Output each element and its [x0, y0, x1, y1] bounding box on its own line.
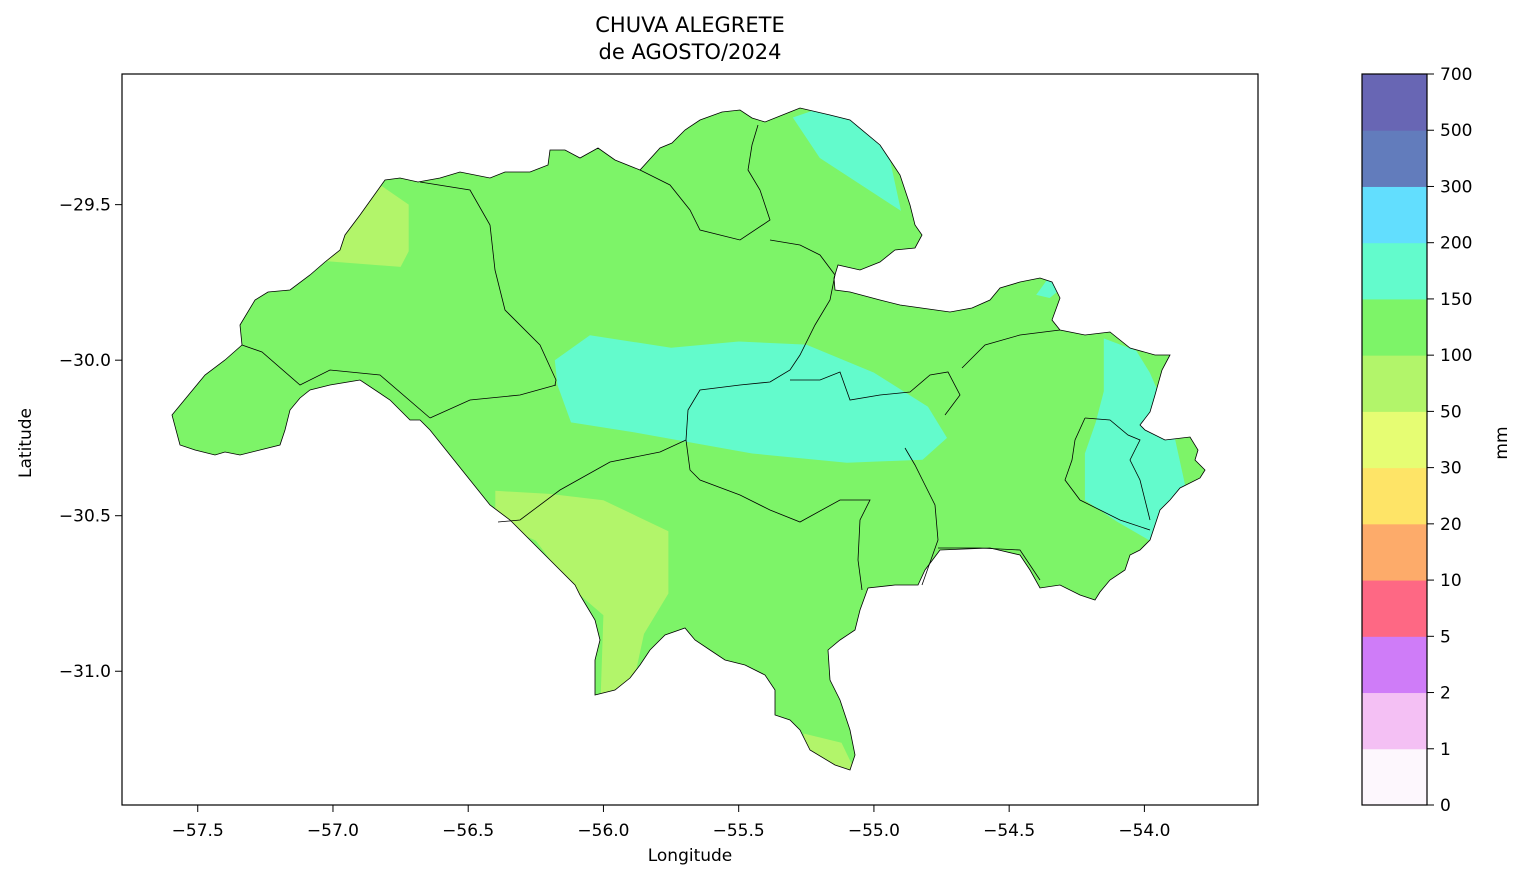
colorbar-bin	[1362, 186, 1427, 244]
colorbar-bin	[1362, 242, 1427, 300]
colorbar-tick-label: 200	[1440, 234, 1472, 254]
colorbar-bin	[1362, 580, 1427, 637]
title-line-1: CHUVA ALEGRETE	[595, 13, 785, 37]
x-tick-label: −57.0	[307, 821, 359, 841]
x-tick-label: −57.5	[172, 821, 224, 841]
y-axis-label: Latitude	[16, 408, 36, 478]
municipal-boundary	[1064, 417, 1151, 531]
colorbar-frame	[1361, 73, 1428, 806]
x-tick-label: −55.0	[848, 821, 900, 841]
rain-zone-50-100	[319, 186, 409, 267]
municipal-boundary	[497, 439, 687, 523]
colorbar-tick-label: 50	[1440, 402, 1462, 422]
colorbar-tick-label: 2	[1440, 684, 1451, 704]
x-tick-label: −56.5	[442, 821, 494, 841]
colorbar-bin	[1362, 411, 1427, 469]
title-line-2: de AGOSTO/2024	[598, 40, 782, 64]
colorbar-tick-label: 5	[1440, 627, 1451, 647]
region-outline	[171, 107, 1206, 771]
municipal-boundary	[685, 239, 836, 441]
colorbar-tick-label: 100	[1440, 346, 1472, 366]
colorbar-bin	[1362, 467, 1427, 525]
y-tick-label: −29.5	[59, 196, 111, 216]
colorbar-bin	[1362, 636, 1427, 694]
colorbar-tick-label: 150	[1440, 290, 1472, 310]
colorbar-tick-label: 700	[1440, 65, 1472, 85]
colorbar-tick-label: 30	[1440, 459, 1462, 479]
x-tick-label: −56.0	[577, 821, 629, 841]
municipal-boundary	[938, 547, 1041, 581]
rain-zone-150-200	[1084, 338, 1185, 541]
colorbar-bin	[1362, 355, 1427, 412]
municipal-boundary	[790, 371, 961, 416]
colorbar-bin	[1362, 523, 1427, 581]
x-axis-label: Longitude	[647, 846, 733, 866]
y-tick-label: −31.0	[59, 662, 111, 682]
colorbar-tick-label: 0	[1440, 796, 1451, 816]
colorbar-tick-label: 300	[1440, 177, 1472, 197]
colorbar-bin	[1362, 130, 1427, 187]
rain-zone-50-100	[495, 490, 669, 697]
x-tick-label: −54.0	[1118, 821, 1170, 841]
x-tick-label: −54.5	[983, 821, 1035, 841]
municipal-boundary	[241, 344, 431, 419]
colorbar-bin	[1362, 298, 1427, 356]
colorbar-bin	[1362, 748, 1427, 806]
y-tick-label: −30.5	[59, 507, 111, 527]
municipal-boundary	[961, 329, 1061, 369]
colorbar-label: mm	[1492, 426, 1512, 460]
municipal-boundary	[685, 439, 871, 591]
colorbar-bin	[1362, 692, 1427, 750]
municipal-boundary	[904, 447, 939, 586]
rain-zone-50-100	[803, 733, 855, 770]
colorbar-bin	[1362, 74, 1427, 131]
colorbar-tick-label: 500	[1440, 121, 1472, 141]
plot-frame	[121, 73, 1259, 806]
municipal-boundary	[1084, 417, 1151, 521]
colorbar-tick-label: 10	[1440, 571, 1462, 591]
rain-zone-150-200	[554, 335, 947, 463]
municipal-boundary	[639, 124, 771, 241]
municipal-boundary	[429, 384, 557, 419]
y-tick-label: −30.0	[59, 351, 111, 371]
map-title: CHUVA ALEGRETE de AGOSTO/2024	[122, 12, 1258, 66]
x-tick-label: −55.5	[713, 821, 765, 841]
municipal-boundary	[419, 181, 557, 386]
colorbar-tick-label: 1	[1440, 740, 1451, 760]
colorbar-tick-label: 20	[1440, 515, 1462, 535]
